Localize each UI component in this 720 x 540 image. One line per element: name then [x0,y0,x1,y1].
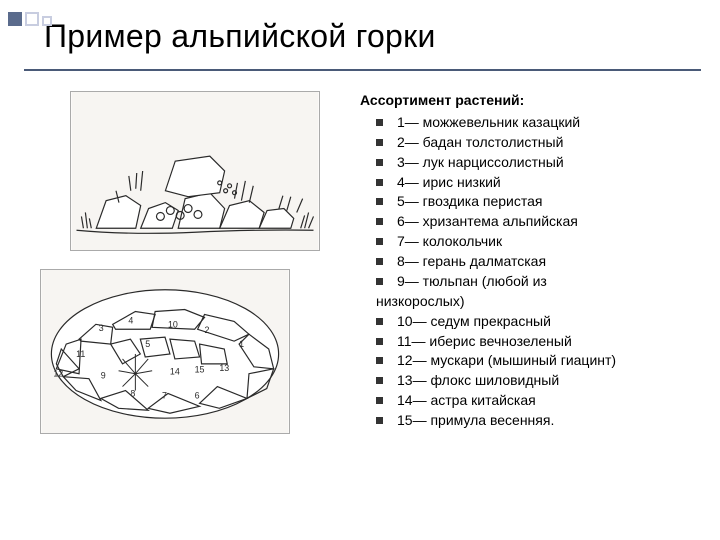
plant-label: 7— колокольчик [397,232,502,252]
bullet-icon [376,338,383,345]
svg-text:10: 10 [168,319,178,329]
bullet-icon [376,397,383,404]
bullet-icon [376,258,383,265]
plant-label: 15— примула весенняя. [397,411,554,431]
plant-label: 14— астра китайская [397,391,536,411]
plant-label: 3— лук нарциссолистный [397,153,564,173]
plant-label: 13— флокс шиловидный [397,371,559,391]
plant-label: 11— иберис вечнозеленый [397,332,572,352]
plant-list: Ассортимент растений: 1— можжевельник ка… [360,91,706,434]
svg-text:5: 5 [145,339,150,349]
bullet-icon [376,179,383,186]
plant-item: 4— ирис низкий [360,173,706,193]
decor-square [25,12,39,26]
svg-text:1: 1 [239,339,244,349]
svg-text:2: 2 [205,325,210,335]
bullet-icon [376,198,383,205]
plant-label: 1— можжевельник казацкий [397,113,580,133]
decor-square [8,12,22,26]
bullet-icon [376,238,383,245]
svg-text:4: 4 [128,315,133,325]
bullet-icon [376,119,383,126]
svg-text:15: 15 [195,365,205,375]
plant-label: 4— ирис низкий [397,173,501,193]
plant-label: 8— герань далматская [397,252,546,272]
plant-item: 14— астра китайская [360,391,706,411]
wrap-line: низкорослых) [360,292,706,312]
plant-item: 3— лук нарциссолистный [360,153,706,173]
svg-text:13: 13 [219,363,229,373]
bullet-icon [376,357,383,364]
bullet-icon [376,318,383,325]
plant-item: 6— хризантема альпийская [360,212,706,232]
page-title: Пример альпийской горки [44,18,696,55]
plant-label: 10— седум прекрасный [397,312,551,332]
plant-item: 15— примула весенняя. [360,411,706,431]
plant-item: 8— герань далматская [360,252,706,272]
bullet-icon [376,159,383,166]
plant-item: 9— тюльпан (любой из [360,272,706,292]
svg-text:3: 3 [99,323,104,333]
bullet-icon [376,139,383,146]
plant-item: 10— седум прекрасный [360,312,706,332]
svg-text:6: 6 [195,390,200,400]
plant-item: 11— иберис вечнозеленый [360,332,706,352]
plant-label: 2— бадан толстолистный [397,133,563,153]
plant-item: 2— бадан толстолистный [360,133,706,153]
plant-item: 1— можжевельник казацкий [360,113,706,133]
plant-item: 5— гвоздика перистая [360,192,706,212]
plant-label: 9— тюльпан (любой из [397,272,547,292]
title-area: Пример альпийской горки [0,0,720,59]
svg-text:11: 11 [76,349,85,359]
plant-item: 12— мускари (мышиный гиацинт) [360,351,706,371]
bullet-icon [376,278,383,285]
svg-text:12: 12 [53,369,63,379]
svg-text:8: 8 [130,388,135,398]
plant-label: 5— гвоздика перистая [397,192,543,212]
content: 3 4 10 2 1 12 11 9 8 14 15 13 7 6 5 [0,71,720,434]
plant-label: 12— мускари (мышиный гиацинт) [397,351,616,371]
bullet-icon [376,417,383,424]
list-title: Ассортимент растений: [360,91,706,111]
svg-text:7: 7 [162,390,167,400]
svg-text:14: 14 [170,367,180,377]
plant-label: 6— хризантема альпийская [397,212,578,232]
corner-decor [8,12,52,26]
plant-item: 13— флокс шиловидный [360,371,706,391]
svg-text:9: 9 [101,371,106,381]
bullet-icon [376,377,383,384]
bullet-icon [376,218,383,225]
illustration-bottom: 3 4 10 2 1 12 11 9 8 14 15 13 7 6 5 [40,269,290,434]
decor-square [42,16,52,26]
illustrations-column: 3 4 10 2 1 12 11 9 8 14 15 13 7 6 5 [40,91,340,434]
illustration-top [70,91,320,251]
plant-item: 7— колокольчик [360,232,706,252]
